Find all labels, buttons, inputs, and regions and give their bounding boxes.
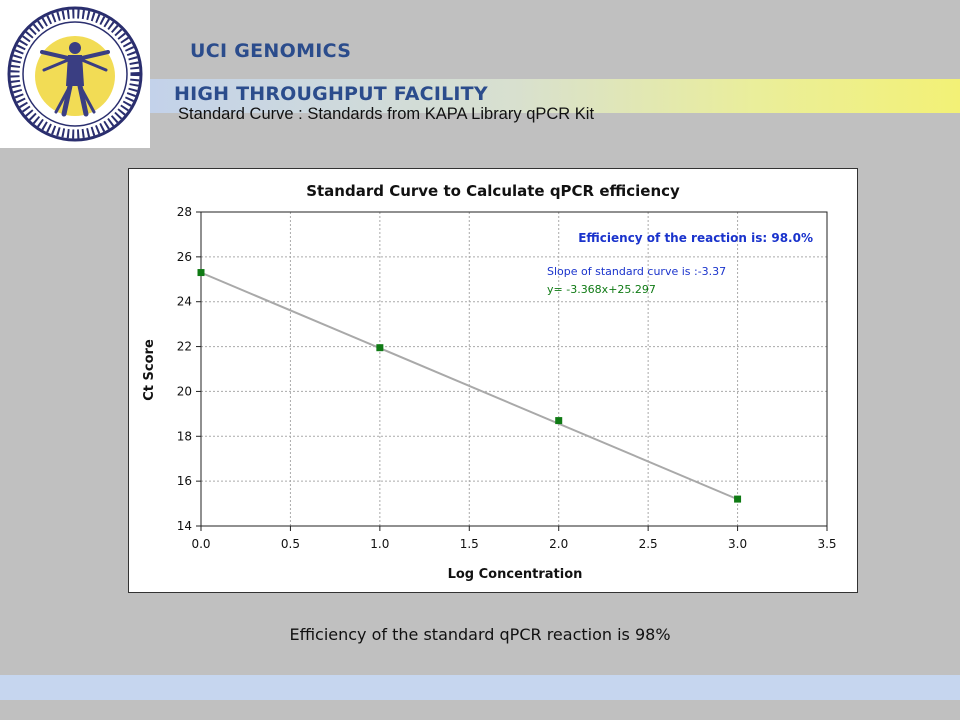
efficiency-caption: Efficiency of the standard qPCR reaction…	[289, 625, 671, 644]
x-axis-label: Log Concentration	[448, 567, 583, 582]
x-tick-label: 1.5	[460, 537, 479, 551]
fit-line	[200, 271, 738, 501]
data-point	[376, 344, 384, 352]
slope-annotation: Slope of standard curve is :-3.37	[547, 265, 726, 278]
y-tick-label: 18	[177, 429, 192, 443]
x-tick-label: 2.0	[549, 537, 568, 551]
bottom-band	[0, 675, 960, 700]
x-tick-label: 3.0	[728, 537, 747, 551]
plot-area	[200, 211, 828, 527]
vitruvian-man-dna-ring-icon	[7, 6, 143, 142]
logo	[0, 0, 150, 148]
org-title: UCI GENOMICS	[190, 40, 352, 62]
facility-title: HIGH THROUGHPUT FACILITY	[174, 83, 488, 105]
data-point	[197, 269, 205, 277]
chart-frame: Standard Curve to Calculate qPCR efficie…	[128, 168, 858, 593]
y-tick-label: 24	[177, 295, 192, 309]
x-tick-label: 0.5	[281, 537, 300, 551]
y-tick-label: 16	[177, 474, 192, 488]
y-axis-label: Ct Score	[142, 339, 157, 401]
x-tick-label: 0.0	[191, 537, 210, 551]
efficiency-annotation: Efficiency of the reaction is: 98.0%	[578, 231, 813, 245]
title-banner	[150, 79, 960, 113]
y-tick-label: 14	[177, 519, 192, 533]
data-point	[734, 495, 742, 503]
slide-subtitle: Standard Curve : Standards from KAPA Lib…	[178, 105, 595, 123]
data-point	[555, 417, 563, 425]
y-tick-label: 26	[177, 250, 192, 264]
x-tick-label: 1.0	[370, 537, 389, 551]
equation-annotation: y= -3.368x+25.297	[547, 283, 656, 296]
footer-strip	[0, 700, 960, 720]
chart-title: Standard Curve to Calculate qPCR efficie…	[306, 182, 680, 200]
y-tick-label: 28	[177, 205, 192, 219]
x-tick-label: 2.5	[639, 537, 658, 551]
x-tick-label: 3.5	[817, 537, 836, 551]
y-tick-label: 22	[177, 340, 192, 354]
standard-curve-chart: Standard Curve to Calculate qPCR efficie…	[142, 182, 837, 582]
y-tick-label: 20	[177, 384, 192, 398]
